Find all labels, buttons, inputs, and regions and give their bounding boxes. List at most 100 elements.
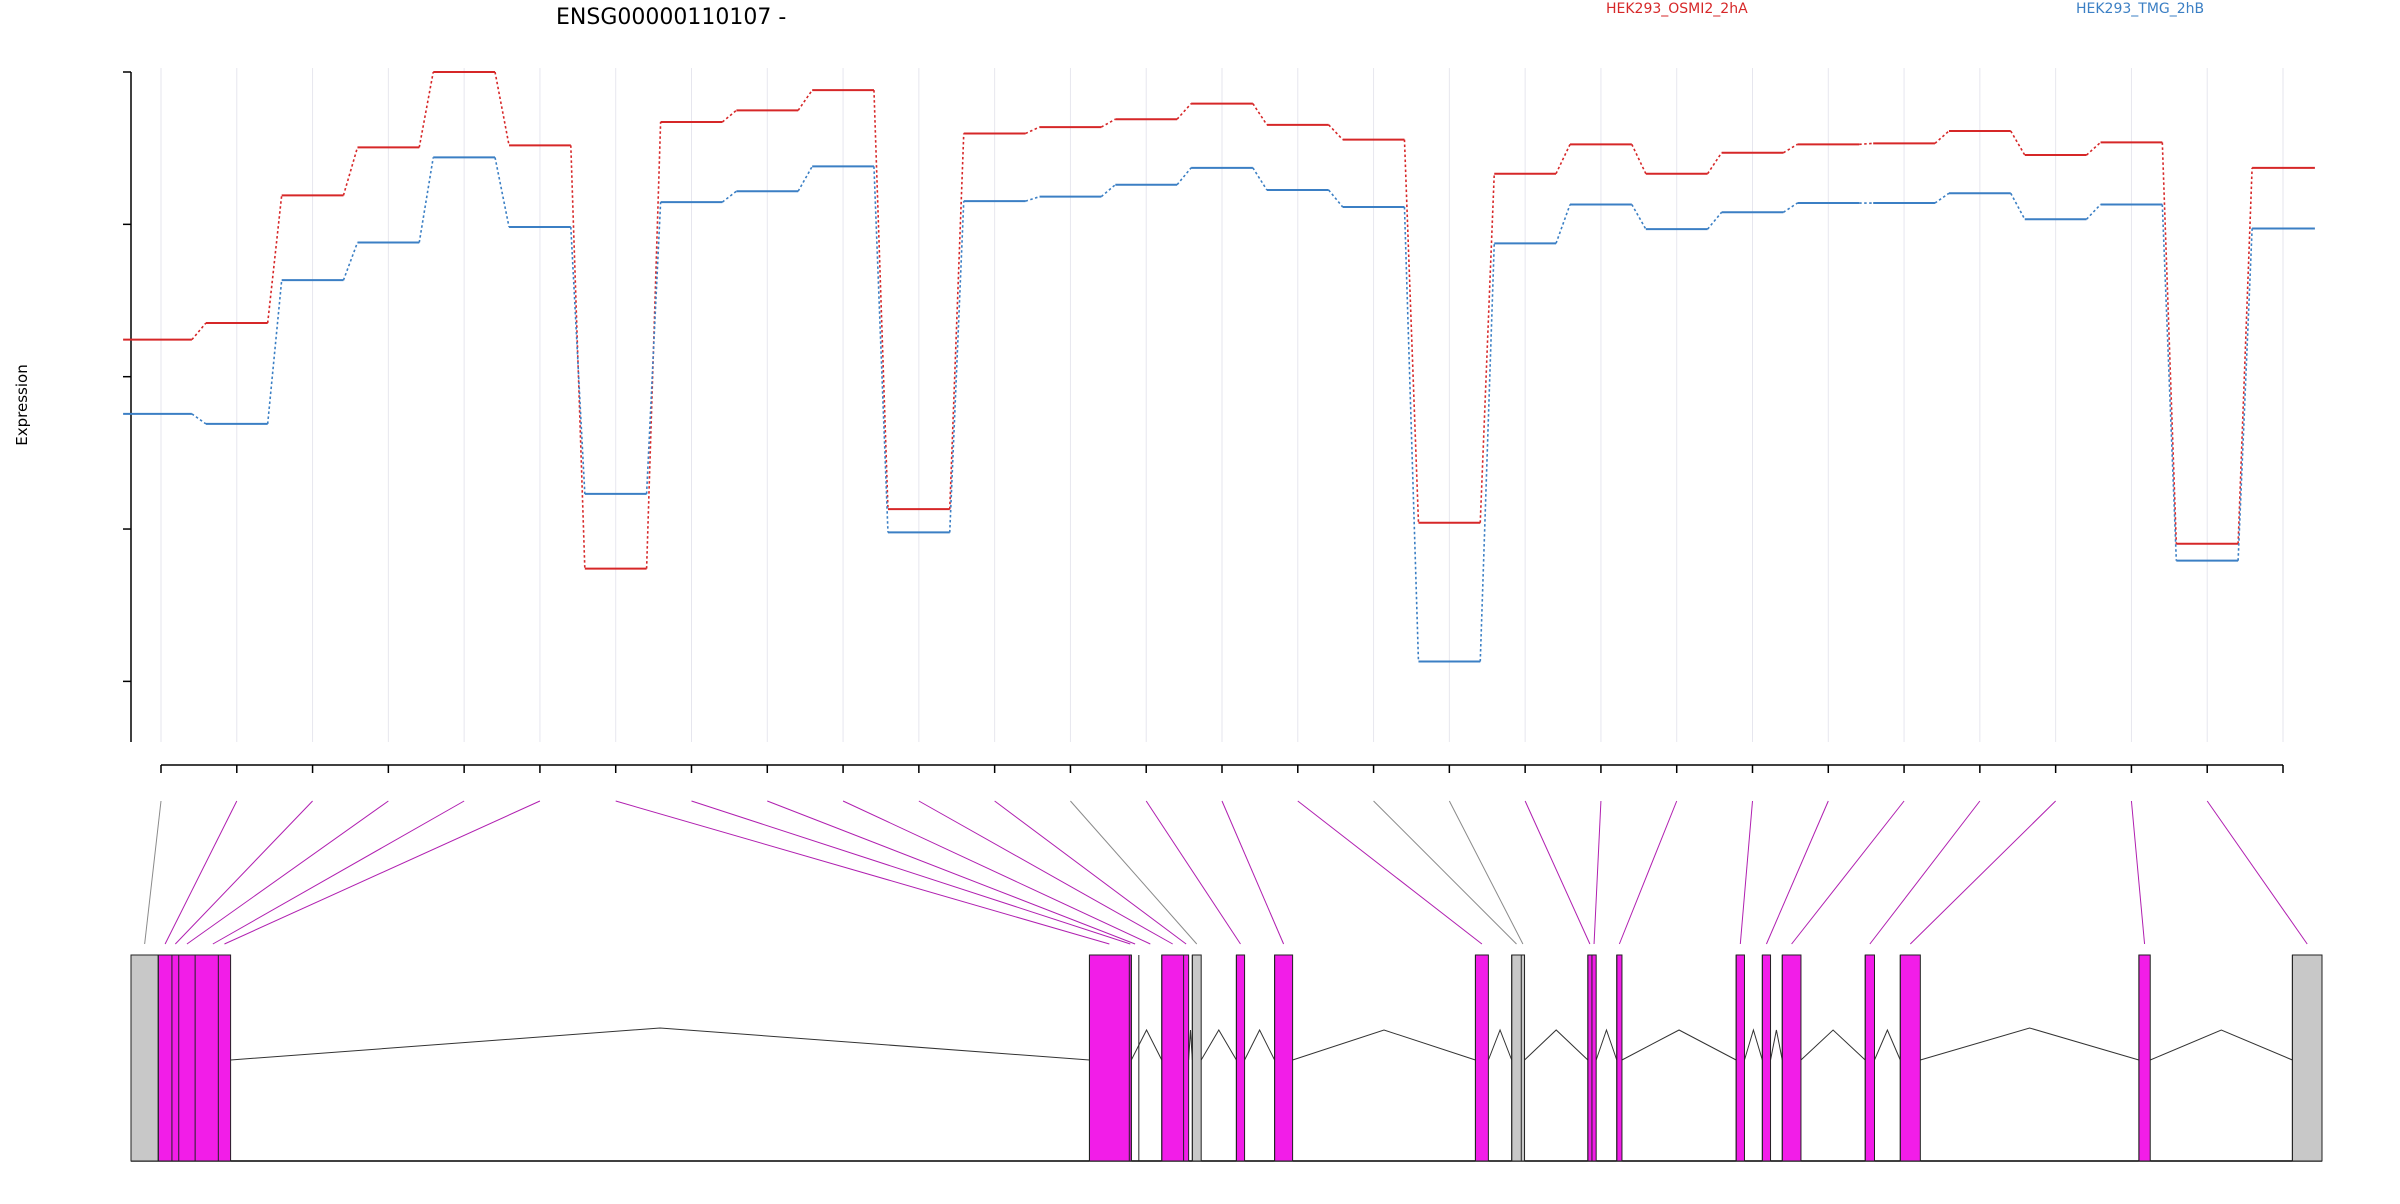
connector-layer — [144, 800, 2308, 945]
series-1-transition — [1176, 167, 1192, 186]
connector-E025 — [1869, 800, 1981, 945]
connector-E012 — [994, 800, 1187, 945]
series-1-transition — [1403, 206, 1420, 662]
legend-entry-tmg: HEK293_TMG_2hB — [2076, 1, 2204, 17]
exon-block-14 — [1864, 954, 1875, 1162]
series-1-transition — [1631, 204, 1647, 230]
series-1-transition — [873, 166, 889, 533]
exon-block-6 — [1274, 954, 1294, 1162]
connector-E009 — [767, 800, 1136, 945]
exon-block-11 — [1735, 954, 1745, 1162]
exon-block-2 — [1088, 954, 1132, 1162]
series-0-transition — [721, 109, 737, 123]
exon-block-0 — [130, 954, 159, 1162]
exon-block-16 — [2138, 954, 2151, 1162]
connector-E027 — [2130, 800, 2146, 945]
series-1-transition — [1252, 167, 1268, 191]
connector-E019 — [1524, 800, 1591, 945]
series-1-transition — [1328, 189, 1344, 208]
series-0-transition — [2237, 167, 2253, 544]
series-1-transition — [1934, 192, 1950, 204]
series-1-transition — [2237, 228, 2253, 561]
grid-layer — [160, 68, 2284, 742]
connector-E020 — [1593, 800, 1602, 945]
series-0 — [123, 71, 2315, 570]
series-0-transition — [797, 89, 813, 111]
connector-E022 — [1739, 800, 1753, 945]
series-1-transition — [1782, 202, 1798, 213]
connector-E007 — [615, 800, 1110, 945]
series-1-transition — [2010, 192, 2026, 220]
connector-E013 — [1070, 800, 1198, 945]
connector-E018 — [1448, 800, 1524, 945]
exon-block-15 — [1899, 954, 1921, 1162]
series-1-transition — [418, 157, 435, 243]
series-0-transition — [1934, 130, 1950, 144]
connector-E014 — [1145, 800, 1241, 945]
series-1 — [123, 156, 2315, 663]
intron-line — [1244, 1028, 1276, 1061]
series-0-transition — [948, 133, 965, 510]
exon-block-7 — [1474, 954, 1489, 1162]
intron-line — [1770, 1029, 1783, 1061]
connector-E024 — [1791, 800, 1905, 945]
connector-E006 — [224, 800, 541, 945]
series-1-transition — [645, 202, 662, 494]
series-1-transition — [266, 280, 283, 424]
series-0-transition — [1403, 139, 1420, 523]
exon-block-17 — [2291, 954, 2323, 1162]
series-layer — [123, 71, 2315, 663]
series-1-transition — [2161, 204, 2178, 561]
exon-block-1 — [157, 954, 232, 1162]
connector-E017 — [1373, 800, 1517, 945]
series-1-transition — [191, 413, 207, 425]
series-1-transition — [342, 242, 359, 281]
y-axis-label: Expression — [13, 364, 31, 445]
series-0-transition — [1328, 124, 1344, 141]
intron-line — [1487, 1028, 1513, 1061]
connector-E004 — [186, 800, 389, 945]
connector-E016 — [1297, 800, 1483, 945]
connector-E026 — [1909, 800, 2056, 945]
connector-E021 — [1618, 800, 1678, 945]
intron-line — [1874, 1028, 1901, 1061]
series-0-transition — [1479, 173, 1496, 523]
intron-line — [1621, 1029, 1737, 1061]
series-1-transition — [494, 157, 510, 228]
intron-line — [1200, 1029, 1237, 1061]
series-1-transition — [1555, 204, 1571, 244]
series-0-transition — [1631, 144, 1647, 175]
intron-line — [2150, 1029, 2293, 1061]
series-0-transition — [1176, 103, 1192, 120]
series-1-transition — [1706, 211, 1723, 230]
connector-E002 — [164, 800, 238, 945]
connector-E011 — [918, 800, 1173, 945]
legend-entry-osmi: HEK293_OSMI2_2hA — [1606, 1, 1748, 17]
chart-title: ENSG00000110107 - — [556, 5, 786, 30]
exon-block-3 — [1161, 954, 1190, 1162]
connector-E005 — [212, 800, 465, 945]
series-0-transition — [2085, 141, 2102, 156]
connector-E008 — [691, 800, 1131, 945]
series-0-transition — [1100, 118, 1116, 128]
connector-E010 — [842, 800, 1151, 945]
connector-E003 — [174, 800, 313, 945]
intron-line — [1524, 1029, 1589, 1061]
exon-block-12 — [1761, 954, 1772, 1162]
series-0-transition — [1782, 143, 1798, 154]
series-1-transition — [1100, 184, 1116, 198]
connector-E001 — [144, 800, 162, 945]
exon-block-13 — [1781, 954, 1802, 1162]
series-1-transition — [948, 201, 965, 533]
intron-line — [1743, 1028, 1763, 1061]
intron-line — [1920, 1027, 2140, 1061]
series-0-transition — [266, 195, 283, 324]
exon-block-5 — [1235, 954, 1246, 1162]
series-0-transition — [191, 322, 207, 341]
series-0-transition — [873, 90, 889, 510]
series-0-transition — [1555, 144, 1571, 175]
series-0-transition — [342, 147, 359, 196]
exon-block-4 — [1191, 954, 1202, 1162]
